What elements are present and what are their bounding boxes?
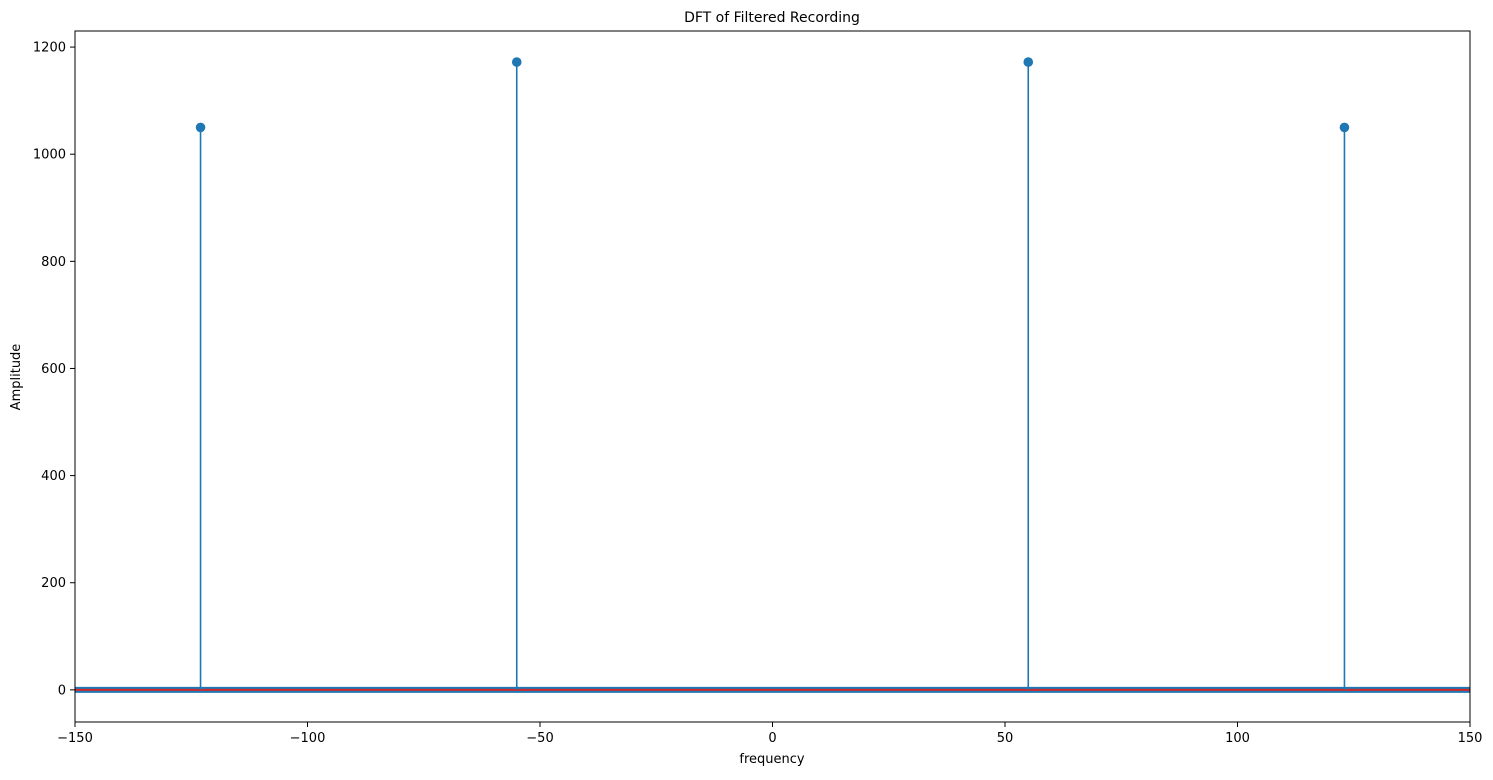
stems	[195, 57, 1350, 690]
axes-frame	[74, 30, 1471, 723]
x-tick-label: −50	[526, 731, 553, 746]
y-tick-label: 200	[41, 576, 66, 591]
x-tick-label: 50	[997, 731, 1014, 746]
y-tick-label: 0	[58, 683, 66, 698]
chart-title: DFT of Filtered Recording	[684, 10, 860, 26]
y-tick-label: 800	[41, 255, 66, 270]
x-tick-label: 150	[1458, 731, 1483, 746]
stem-marker-3	[1339, 122, 1350, 133]
stem-marker-0	[195, 122, 206, 133]
y-tick-label: 1000	[33, 148, 66, 163]
y-axis-label: Amplitude	[9, 344, 24, 411]
x-axis-ticks: −150 −100 −50 0 50 100 150	[57, 722, 1482, 746]
y-tick-label: 400	[41, 469, 66, 484]
x-tick-label: −150	[57, 731, 93, 746]
plot-frame	[74, 30, 1471, 723]
x-tick-label: 100	[1225, 731, 1250, 746]
stem-marker-1	[511, 57, 522, 67]
y-axis-ticks: 0 200 400 600 800 1000 1200	[33, 41, 75, 698]
x-tick-label: −100	[290, 731, 326, 746]
y-tick-label: 600	[41, 362, 66, 377]
y-tick-label: 1200	[33, 41, 66, 56]
x-tick-label: 0	[768, 731, 776, 746]
stem-marker-2	[1023, 57, 1034, 67]
x-axis-label: frequency	[739, 752, 805, 767]
